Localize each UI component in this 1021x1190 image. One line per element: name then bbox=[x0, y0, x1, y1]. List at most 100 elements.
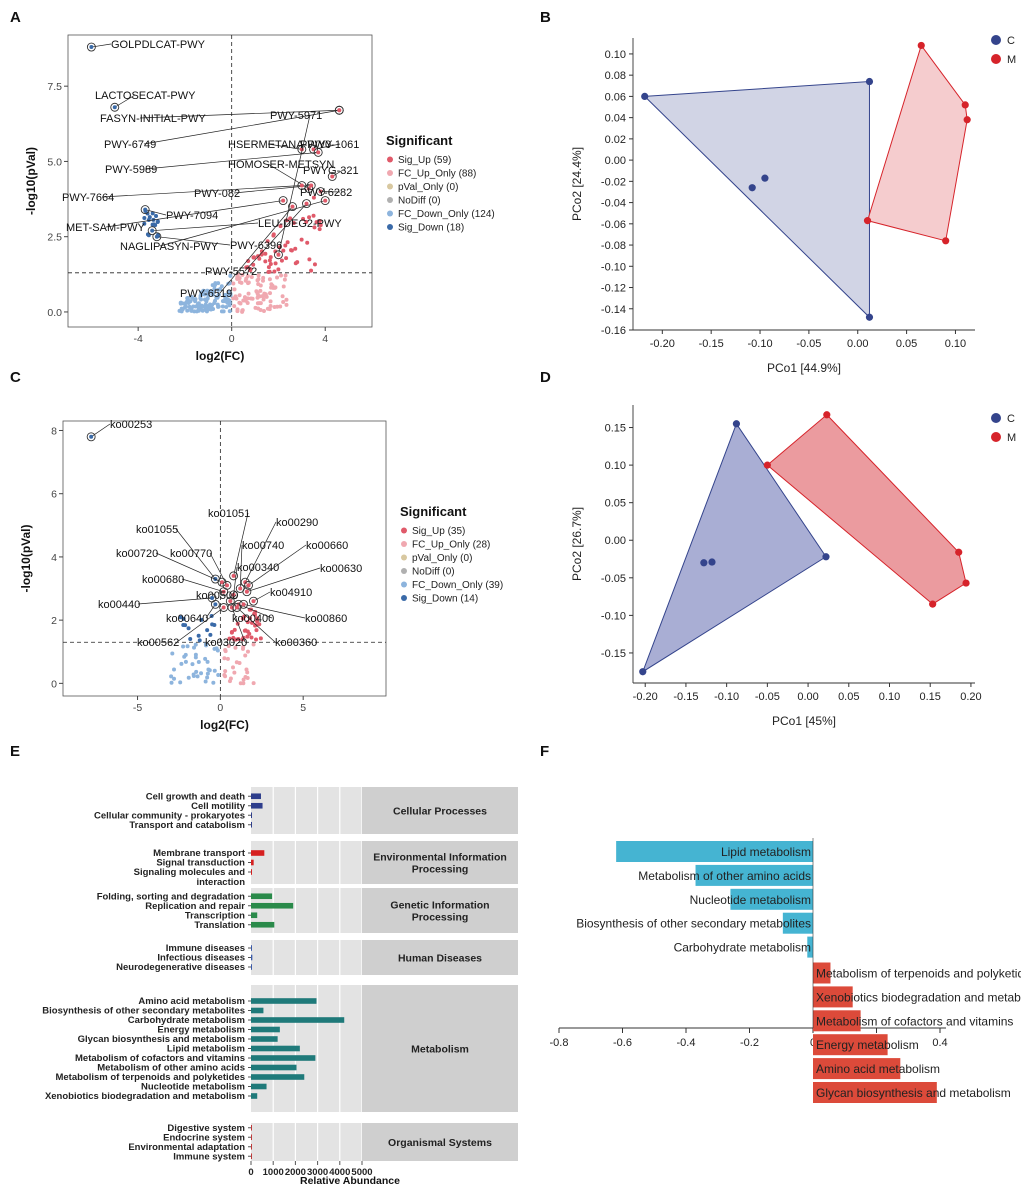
category-label: Energy metabolism bbox=[157, 1025, 245, 1036]
point-fc-down-only bbox=[172, 676, 177, 681]
point-sig-down bbox=[181, 622, 186, 627]
point-label: ko00630 bbox=[320, 563, 362, 575]
point-fc-down-only bbox=[196, 659, 201, 664]
point-fc-up-only bbox=[238, 301, 243, 306]
labeled-point bbox=[231, 592, 236, 597]
group-hull-m bbox=[866, 44, 968, 242]
labeled-point bbox=[241, 602, 246, 607]
point-sig-up bbox=[314, 220, 319, 225]
point-fc-down-only bbox=[216, 672, 221, 677]
labeled-point-ring bbox=[274, 250, 283, 260]
legend-swatch bbox=[401, 541, 407, 547]
point-label: PWY-6282 bbox=[300, 187, 352, 199]
y-tick-label: 4 bbox=[51, 552, 57, 564]
y-tick-label: 0.15 bbox=[605, 423, 626, 435]
point-fc-up-only bbox=[280, 294, 285, 299]
point-sig-up bbox=[299, 237, 304, 242]
category-label: Metabolism of cofactors and vitamins bbox=[75, 1053, 245, 1064]
sample-point-c bbox=[822, 553, 830, 561]
point-fc-up-only bbox=[243, 675, 248, 680]
labeled-point bbox=[221, 605, 226, 610]
labeled-point-ring bbox=[217, 577, 227, 587]
category-label: Environmental adaptation bbox=[128, 1142, 245, 1153]
legend-swatch bbox=[387, 197, 393, 203]
x-tick-label: 0.00 bbox=[847, 338, 868, 350]
labeled-point bbox=[251, 599, 256, 604]
labeled-point bbox=[234, 605, 239, 610]
label-leader bbox=[246, 567, 321, 593]
point-label: ko00562 bbox=[137, 637, 179, 649]
x-axis-title: PCo1 [44.9%] bbox=[767, 361, 841, 375]
labeled-point-ring bbox=[278, 196, 288, 206]
point-sig-up bbox=[263, 251, 268, 256]
bar bbox=[730, 888, 813, 910]
y-tick-label: -0.14 bbox=[601, 304, 626, 316]
x-tick-label: 4 bbox=[322, 333, 328, 345]
labeled-point bbox=[228, 599, 233, 604]
group-hull-c bbox=[641, 422, 827, 673]
panel-label-e: E bbox=[10, 743, 20, 760]
point-fc-up-only bbox=[231, 281, 236, 286]
point-fc-up-only bbox=[281, 284, 286, 289]
point-fc-down-only bbox=[216, 304, 221, 309]
panel-label-d: D bbox=[540, 369, 551, 386]
point-sig-down bbox=[142, 215, 147, 220]
category-label: Metabolism of terpenoids and polyketides bbox=[55, 1072, 245, 1083]
point-sig-down bbox=[147, 215, 152, 220]
label-leader bbox=[233, 512, 249, 576]
legend-entry: pVal_Only (0) bbox=[398, 182, 458, 193]
bar bbox=[813, 986, 853, 1008]
bar bbox=[251, 945, 252, 951]
labeled-point bbox=[309, 183, 314, 188]
bar bbox=[813, 1010, 861, 1032]
labeled-point bbox=[154, 234, 159, 239]
x-tick-label: 0.10 bbox=[879, 691, 900, 703]
group-strip bbox=[362, 841, 518, 884]
point-fc-up-only bbox=[251, 681, 256, 686]
point-fc-down-only bbox=[193, 655, 198, 660]
bar bbox=[251, 964, 252, 970]
point-fc-up-only bbox=[258, 307, 263, 312]
point-fc-up-only bbox=[275, 304, 280, 309]
x-tick-label: -0.10 bbox=[747, 338, 772, 350]
y-tick-label: 0.08 bbox=[605, 70, 626, 82]
point-fc-down-only bbox=[212, 646, 217, 651]
point-fc-down-only bbox=[199, 671, 204, 676]
legend-entry: FC_Up_Only (88) bbox=[398, 169, 476, 180]
point-label: ko00500 bbox=[196, 590, 238, 602]
bar bbox=[251, 1093, 258, 1099]
bar bbox=[616, 841, 813, 862]
legend-entry: Sig_Up (59) bbox=[398, 155, 451, 166]
point-label: PWY-7094 bbox=[166, 210, 218, 222]
x-tick-label: 3000 bbox=[307, 1167, 328, 1178]
point-fc-up-only bbox=[268, 291, 273, 296]
point-fc-down-only bbox=[193, 304, 198, 309]
point-label: ko00360 bbox=[275, 637, 317, 649]
label-leader bbox=[139, 109, 340, 119]
point-fc-down-only bbox=[216, 281, 221, 286]
legend-swatch bbox=[387, 210, 393, 217]
labeled-point bbox=[224, 583, 229, 588]
point-label: ko00340 bbox=[237, 562, 279, 574]
point-fc-down-only bbox=[194, 669, 199, 674]
y-axis-title: -log10(pVal) bbox=[24, 147, 38, 215]
point-fc-down-only bbox=[227, 309, 232, 314]
point-fc-up-only bbox=[256, 277, 261, 282]
point-fc-up-only bbox=[230, 665, 235, 670]
point-fc-down-only bbox=[216, 288, 221, 293]
point-fc-up-only bbox=[226, 644, 231, 649]
point-sig-up bbox=[248, 268, 253, 273]
bar bbox=[695, 864, 813, 886]
labeled-point-ring bbox=[242, 587, 252, 597]
label-leader bbox=[238, 604, 273, 619]
point-label: PWY-5572 bbox=[205, 266, 257, 278]
point-label: ko00290 bbox=[276, 517, 318, 529]
point-fc-up-only bbox=[243, 653, 248, 658]
point-fc-up-only bbox=[233, 645, 238, 650]
labeled-point-ring bbox=[225, 596, 235, 606]
legend-swatch-c bbox=[991, 413, 1001, 423]
point-fc-up-only bbox=[245, 273, 250, 278]
y-tick-label: 0.0 bbox=[47, 307, 62, 319]
legend-swatch bbox=[401, 568, 407, 574]
x-tick-label: -0.2 bbox=[740, 1037, 759, 1049]
